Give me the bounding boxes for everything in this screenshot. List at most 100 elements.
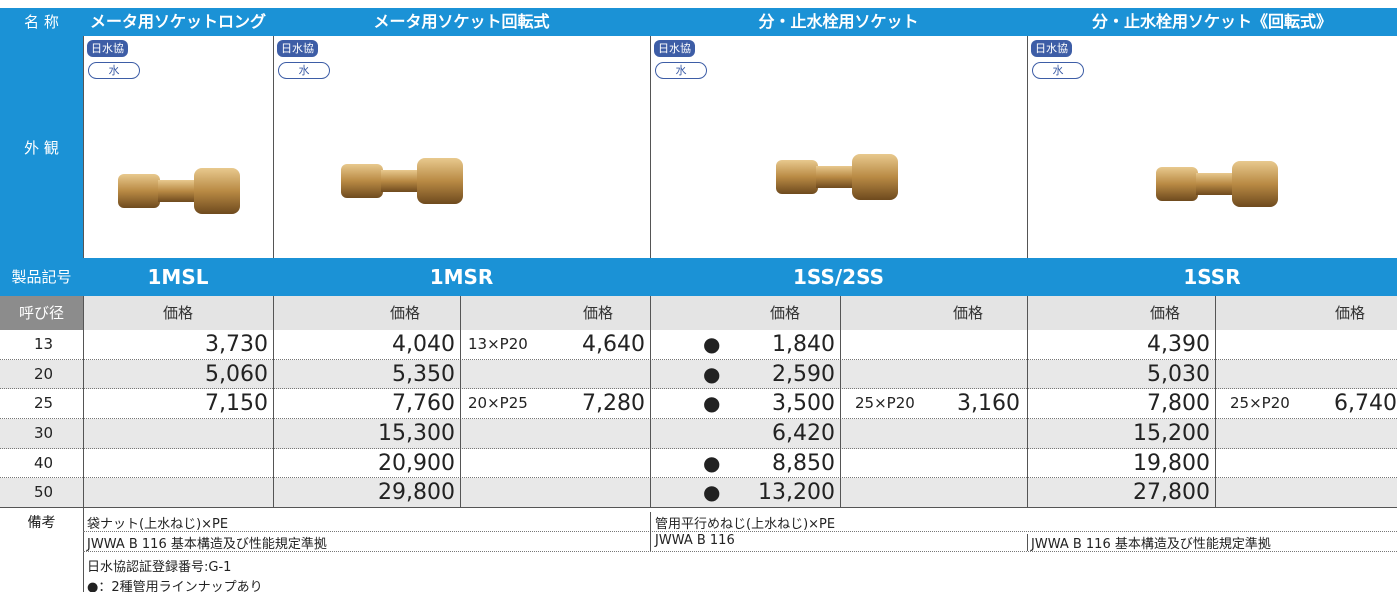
- price-header-label: 呼び径: [0, 296, 83, 330]
- mark: ●: [703, 361, 721, 386]
- price-header: 価格: [952, 304, 983, 322]
- col-line: [650, 512, 651, 551]
- badge: 水: [278, 62, 330, 79]
- remark: JWWA B 116 基本構造及び性能規定準拠: [87, 537, 327, 552]
- badge: 日水協: [87, 40, 128, 57]
- price-header: 価格: [162, 304, 193, 322]
- row-sep: [0, 447, 1397, 449]
- product-name: メータ用ソケット回転式: [373, 12, 550, 31]
- alt-size: 25×P20: [1230, 394, 1290, 413]
- header-label: 名 称: [24, 13, 59, 31]
- row-bg: [0, 359, 1397, 390]
- product-name: 分・止水栓用ソケット: [758, 12, 919, 31]
- price: 5,350: [392, 361, 455, 387]
- price: 5,030: [1147, 361, 1210, 387]
- price-header: 価格: [582, 304, 613, 322]
- price: 1,840: [772, 332, 835, 357]
- badge: 水: [655, 62, 707, 79]
- size: 30: [34, 424, 54, 442]
- badge: 水: [1032, 62, 1084, 79]
- price: 7,800: [1147, 391, 1210, 417]
- col-line: [273, 296, 274, 508]
- row-sep: [0, 388, 1397, 390]
- size: 25: [34, 394, 54, 413]
- remark: 袋ナット(上水ねじ)×PE: [87, 517, 229, 532]
- row-sep: [0, 418, 1397, 419]
- price: 15,300: [378, 421, 455, 446]
- size: 13: [34, 335, 54, 353]
- mark: ●: [703, 332, 721, 356]
- price: 4,640: [582, 332, 645, 357]
- price: 4,040: [392, 332, 455, 357]
- fitting: [341, 158, 463, 204]
- product-code: 1SS/2SS: [793, 265, 884, 289]
- price: 6,740: [1334, 391, 1397, 417]
- product-name: 分・止水栓用ソケット《回転式》: [1091, 12, 1332, 31]
- row-bg: [0, 478, 1397, 508]
- product-code: 1MSR: [429, 265, 494, 289]
- col-line: [1027, 296, 1028, 508]
- price: 7,280: [582, 391, 645, 417]
- fitting-image: [1146, 143, 1286, 223]
- price: 3,730: [205, 332, 268, 357]
- row-sep: [0, 477, 1397, 479]
- row-bg: [0, 419, 1397, 449]
- badge: 水: [88, 62, 140, 79]
- col-line: [83, 36, 84, 258]
- price: 15,200: [1133, 421, 1210, 446]
- col-line: [1027, 534, 1028, 551]
- alt-size: 13×P20: [468, 335, 528, 353]
- table-line: [0, 507, 1397, 508]
- fitting: [1156, 161, 1278, 207]
- badge: 日水協: [277, 40, 318, 57]
- col-line: [1027, 36, 1028, 258]
- price-header: 価格: [389, 304, 420, 322]
- price: 8,850: [772, 450, 835, 476]
- remark: JWWA B 116 基本構造及び性能規定準拠: [1031, 537, 1271, 552]
- badge: 日水協: [1031, 40, 1072, 57]
- remarks-label: 備考: [27, 515, 56, 531]
- alt-size: 20×P25: [468, 394, 528, 413]
- code-label: 製品記号: [11, 268, 72, 286]
- col-line: [460, 296, 461, 508]
- fitting-image: [331, 140, 471, 220]
- col-line: [83, 508, 84, 592]
- col-line: [840, 296, 841, 508]
- price-header: 価格: [1149, 304, 1180, 322]
- appearance-label: 外 観: [0, 36, 83, 258]
- price: 7,150: [205, 391, 268, 417]
- size: 20: [34, 364, 54, 383]
- fitting: [118, 168, 240, 214]
- note: ●：2種管用ラインナップあり: [87, 580, 263, 592]
- price: 2,590: [772, 361, 835, 387]
- price-header: 価格: [769, 304, 800, 322]
- price: 13,200: [758, 480, 835, 506]
- col-line: [83, 296, 84, 508]
- price: 4,390: [1147, 332, 1210, 357]
- price: 6,420: [772, 421, 835, 446]
- price-header: 価格: [1334, 304, 1365, 322]
- alt-size: 25×P20: [855, 394, 915, 413]
- price: 19,800: [1133, 450, 1210, 476]
- price: 29,800: [378, 480, 455, 506]
- remark: 管用平行めねじ(上水ねじ)×PE: [655, 517, 836, 532]
- fitting-image: [108, 150, 248, 230]
- header-bg: [0, 8, 1397, 36]
- remark-sep: [83, 531, 1397, 532]
- product-code: 1SSR: [1183, 265, 1241, 289]
- code-bg: [0, 258, 1397, 296]
- size: 40: [34, 453, 54, 472]
- remark-sep: [83, 551, 1397, 552]
- mark: ●: [703, 450, 721, 475]
- price: 20,900: [378, 450, 455, 476]
- mark: ●: [703, 480, 721, 505]
- price: 27,800: [1133, 480, 1210, 506]
- fitting-image: [766, 136, 906, 216]
- note: 日水協認証登録番号:G-1: [87, 560, 232, 575]
- row-sep: [0, 358, 1397, 360]
- fitting: [776, 154, 898, 200]
- price: 3,500: [772, 391, 835, 417]
- remark: JWWA B 116: [655, 533, 735, 548]
- price-header-bg: [83, 296, 1397, 330]
